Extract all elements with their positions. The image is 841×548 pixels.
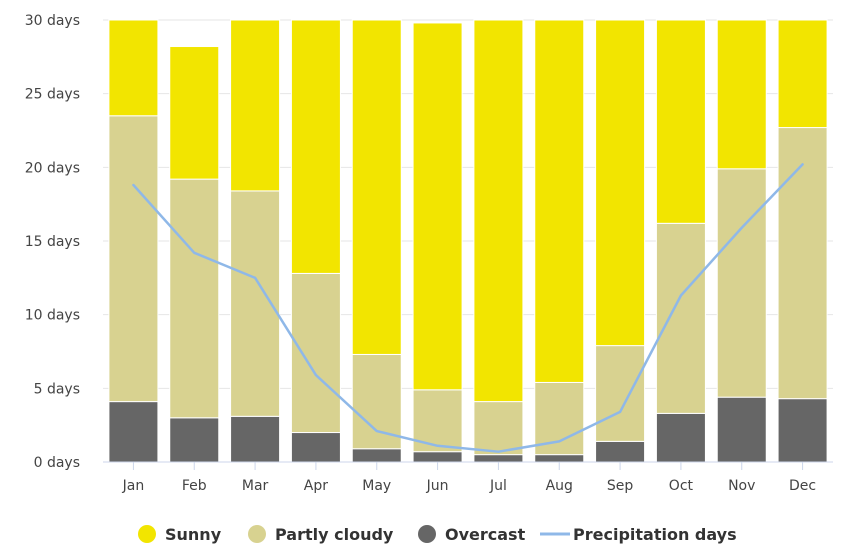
- bar-overcast: [473, 454, 524, 463]
- x-tick-label: Apr: [304, 478, 328, 494]
- y-tick-label: 0 days: [34, 455, 80, 471]
- bar-sunny: [351, 19, 402, 355]
- bar-overcast: [230, 415, 281, 463]
- legend-item-label[interactable]: Sunny: [165, 525, 222, 544]
- bar-partly-cloudy: [716, 168, 767, 398]
- bar-sunny: [169, 46, 220, 180]
- x-tick-label: Sep: [607, 478, 634, 494]
- bar-overcast: [412, 451, 463, 463]
- bar-partly-cloudy: [655, 222, 706, 414]
- legend-circle-symbol: [248, 525, 266, 543]
- bar-partly-cloudy: [595, 345, 646, 442]
- bar-partly-cloudy: [473, 401, 524, 456]
- bar-overcast: [777, 398, 828, 463]
- y-tick-label: 20 days: [25, 160, 80, 176]
- bar-overcast: [169, 417, 220, 463]
- line-precipitation-days: [132, 163, 804, 453]
- x-tick-label: Aug: [546, 478, 573, 494]
- legend-item-label[interactable]: Partly cloudy: [275, 525, 394, 544]
- bar-sunny: [716, 19, 767, 170]
- bar-overcast: [290, 432, 341, 463]
- y-tick-label: 15 days: [25, 234, 80, 250]
- x-tick-label: Jun: [426, 478, 449, 494]
- bar-overcast: [108, 401, 159, 463]
- bar-overcast: [534, 454, 585, 463]
- bar-sunny: [108, 19, 159, 117]
- x-tick-label: Oct: [669, 478, 694, 494]
- bar-sunny: [777, 19, 828, 129]
- bar-partly-cloudy: [351, 353, 402, 450]
- bar-sunny: [473, 19, 524, 403]
- legend-item-label[interactable]: Precipitation days: [573, 525, 737, 544]
- legend-circle-symbol: [138, 525, 156, 543]
- x-tick-label: Feb: [182, 478, 207, 494]
- legend-item-label[interactable]: Overcast: [445, 525, 526, 544]
- x-tick-label: Nov: [728, 478, 755, 494]
- bar-overcast: [351, 448, 402, 463]
- bar-sunny: [655, 19, 706, 224]
- bar-partly-cloudy: [169, 178, 220, 419]
- bar-overcast: [595, 440, 646, 463]
- bar-sunny: [290, 19, 341, 274]
- bar-overcast: [716, 396, 767, 463]
- y-tick-label: 10 days: [25, 308, 80, 324]
- x-tick-label: Jan: [122, 478, 145, 494]
- x-tick-label: May: [362, 478, 391, 494]
- x-tick-label: Jul: [489, 478, 507, 494]
- y-tick-label: 30 days: [25, 13, 80, 29]
- bar-partly-cloudy: [290, 272, 341, 434]
- bar-partly-cloudy: [108, 115, 159, 403]
- legend-circle-symbol: [418, 525, 436, 543]
- bar-sunny: [412, 22, 463, 391]
- x-tick-label: Mar: [242, 478, 269, 494]
- bar-partly-cloudy: [777, 127, 828, 400]
- bar-overcast: [655, 412, 706, 463]
- bar-sunny: [230, 19, 281, 192]
- y-tick-label: 5 days: [34, 381, 80, 397]
- x-tick-label: Dec: [789, 478, 816, 494]
- bar-sunny: [595, 19, 646, 347]
- bar-sunny: [534, 19, 585, 383]
- y-tick-label: 25 days: [25, 87, 80, 103]
